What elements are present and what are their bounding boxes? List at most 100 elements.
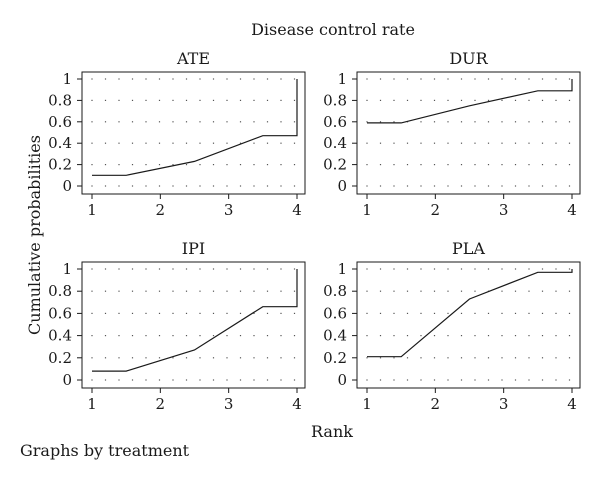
- grid-dot: [541, 357, 544, 359]
- grid-dot: [474, 164, 476, 166]
- grid-dot: [501, 99, 503, 101]
- grid-dot: [253, 335, 255, 337]
- grid-dot: [212, 290, 215, 292]
- grid-dot: [460, 78, 463, 80]
- grid-dot: [239, 99, 242, 101]
- grid-dot: [158, 99, 161, 101]
- grid-dot: [172, 379, 174, 381]
- grid-dot: [145, 312, 147, 314]
- grid-dot: [406, 312, 409, 314]
- y-tick-label: 0.4: [323, 327, 347, 345]
- grid-dot: [420, 142, 422, 144]
- grid-dot: [239, 164, 242, 166]
- grid-dot: [541, 185, 544, 187]
- grid-dot: [568, 99, 571, 101]
- grid-dot: [185, 185, 188, 187]
- grid-dot: [91, 99, 93, 101]
- grid-dot: [266, 164, 269, 166]
- graphs-by-treatment-note: Graphs by treatment: [20, 441, 190, 460]
- grid-dot: [501, 357, 503, 359]
- grid-dot: [104, 185, 107, 187]
- grid-dot: [104, 121, 107, 123]
- grid-dot: [212, 78, 215, 80]
- grid-dot: [212, 121, 215, 123]
- grid-dot: [447, 78, 449, 80]
- y-tick-label: 0.4: [48, 327, 72, 345]
- grid-dot: [280, 379, 282, 381]
- grid-dot: [555, 335, 557, 337]
- grid-dot: [199, 99, 201, 101]
- grid-dot: [226, 379, 228, 381]
- grid-dot: [474, 335, 476, 337]
- grid-dot: [199, 335, 201, 337]
- y-tick-label: 0.8: [48, 91, 72, 109]
- y-tick-label: 0.4: [48, 134, 72, 152]
- grid-dot: [433, 164, 436, 166]
- grid-dot: [528, 99, 530, 101]
- grid-dot: [185, 121, 188, 123]
- grid-dot: [406, 185, 409, 187]
- grid-dot: [131, 335, 134, 337]
- grid-dot: [460, 142, 463, 144]
- grid-dot: [474, 268, 476, 270]
- grid-dot: [185, 335, 188, 337]
- grid-dot: [474, 290, 476, 292]
- grid-dot: [541, 379, 544, 381]
- grid-dot: [460, 312, 463, 314]
- grid-dot: [266, 121, 269, 123]
- grid-dot: [406, 335, 409, 337]
- grid-dot: [293, 185, 296, 187]
- grid-dot: [293, 121, 296, 123]
- grid-dot: [226, 268, 228, 270]
- grid-dot: [474, 312, 476, 314]
- grid-dot: [212, 379, 215, 381]
- grid-dot: [501, 312, 503, 314]
- grid-dot: [501, 268, 503, 270]
- grid-dot: [239, 290, 242, 292]
- grid-dot: [212, 185, 215, 187]
- grid-dot: [379, 78, 382, 80]
- grid-dot: [266, 357, 269, 359]
- grid-dot: [91, 142, 93, 144]
- grid-dot: [118, 185, 120, 187]
- grid-dot: [541, 142, 544, 144]
- grid-dot: [366, 185, 368, 187]
- grid-dot: [239, 268, 242, 270]
- grid-dot: [393, 268, 395, 270]
- grid-dot: [158, 121, 161, 123]
- grid-dot: [118, 379, 120, 381]
- grid-dot: [118, 121, 120, 123]
- grid-dot: [91, 379, 93, 381]
- grid-dot: [131, 290, 134, 292]
- y-tick-label: 0.8: [48, 282, 72, 300]
- grid-dot: [266, 78, 269, 80]
- grid-dot: [514, 185, 517, 187]
- grid-dot: [460, 335, 463, 337]
- grid-dot: [104, 290, 107, 292]
- grid-dot: [501, 290, 503, 292]
- grid-dot: [199, 78, 201, 80]
- grid-dot: [528, 335, 530, 337]
- grid-dot: [293, 312, 296, 314]
- grid-dot: [366, 164, 368, 166]
- grid-dot: [447, 290, 449, 292]
- cumulative-curve-dur: [367, 79, 573, 124]
- cumulative-curve-ipi: [92, 269, 298, 372]
- y-tick-label: 0: [337, 177, 347, 195]
- grid-dot: [487, 164, 490, 166]
- grid-dot: [555, 268, 557, 270]
- grid-dot: [91, 164, 93, 166]
- grid-dot: [406, 78, 409, 80]
- grid-dot: [474, 78, 476, 80]
- grid-dot: [172, 290, 174, 292]
- grid-dot: [280, 185, 282, 187]
- grid-dot: [104, 164, 107, 166]
- grid-dot: [379, 312, 382, 314]
- grid-dot: [158, 78, 161, 80]
- cumulative-curve-pla: [367, 269, 573, 358]
- grid-dot: [104, 78, 107, 80]
- y-tick-label: 0.4: [323, 134, 347, 152]
- grid-dot: [433, 78, 436, 80]
- grid-dot: [239, 312, 242, 314]
- grid-dot: [172, 268, 174, 270]
